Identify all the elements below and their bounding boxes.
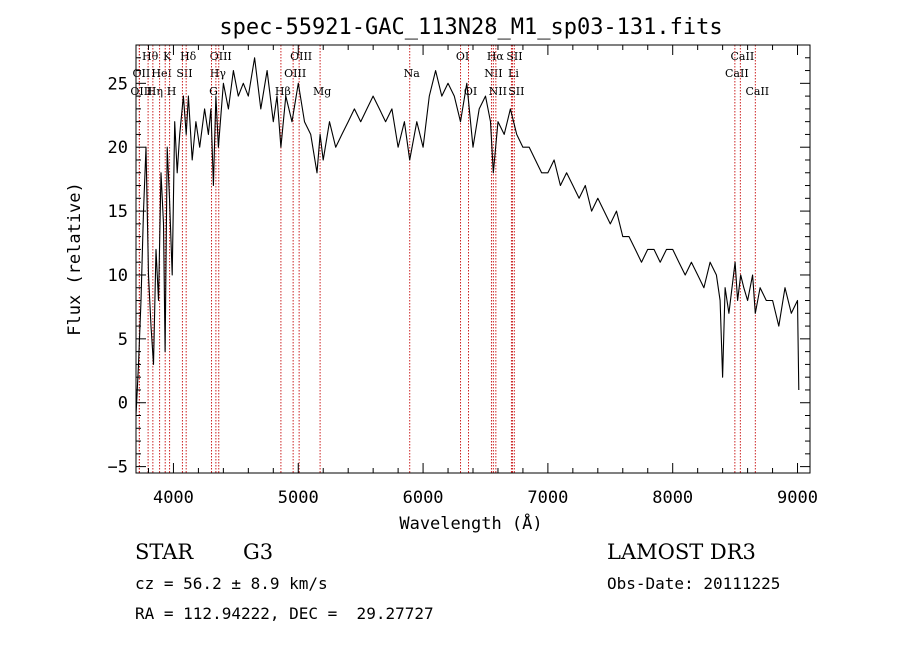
spectral-line-label: Na <box>404 67 421 80</box>
spectral-line-label: SII <box>508 85 524 98</box>
spectral-line-label: NII <box>489 85 507 98</box>
survey-name: LAMOST DR3 <box>607 540 756 564</box>
coordinates: RA = 112.94222, DEC = 29.27727 <box>135 604 434 623</box>
spectral-line-label: H <box>167 85 177 98</box>
spectral-line-label: OIII <box>210 50 232 63</box>
subclass: G3 <box>243 540 274 564</box>
y-axis-label: Flux (relative) <box>65 182 85 336</box>
y-tick-label: 5 <box>118 330 128 350</box>
x-tick-label: 4000 <box>153 488 194 508</box>
spectral-line-label: Hβ <box>275 85 291 98</box>
spectral-line-label: Mg <box>313 85 331 98</box>
spectral-line-label: Hγ <box>210 67 227 80</box>
y-tick-label: 0 <box>118 394 128 414</box>
object-type: STAR <box>135 540 194 564</box>
chart-title: spec-55921-GAC_113N28_M1_sp03-131.fits <box>219 15 722 40</box>
spectral-line-label: OI <box>456 50 469 63</box>
x-tick-label: 7000 <box>527 488 568 508</box>
y-tick-label: 15 <box>108 202 128 222</box>
spectral-line-label: Hθ <box>142 50 159 63</box>
spectral-line-label: OII <box>133 67 151 80</box>
redshift-velocity: cz = 56.2 ± 8.9 km/s <box>135 574 328 593</box>
x-axis-label: Wavelength (Å) <box>399 512 542 534</box>
spectral-line-label: NII <box>484 67 502 80</box>
spectral-line-label: CaII <box>745 85 769 98</box>
x-tick-label: 8000 <box>652 488 693 508</box>
spectral-line-label: SII <box>506 50 522 63</box>
spectral-line-label: OIII <box>290 50 312 63</box>
plot-frame <box>135 44 811 474</box>
spectral-line-label: SII <box>176 67 192 80</box>
x-tick-label: 6000 <box>403 488 444 508</box>
spectral-line-label: Li <box>508 67 519 80</box>
spectral-line-label: K <box>163 50 172 63</box>
spectral-line-label: HeI <box>151 67 171 80</box>
y-tick-label: 10 <box>108 266 128 286</box>
x-tick-label: 9000 <box>777 488 818 508</box>
spectral-line-label: CaII <box>731 50 755 63</box>
observation-date: Obs-Date: 20111225 <box>607 574 781 593</box>
y-tick-label: 20 <box>108 138 128 158</box>
flux-series-line <box>135 57 800 416</box>
spectral-line-label: Hα <box>487 50 505 63</box>
spectral-line-label: G <box>209 85 218 98</box>
y-tick-label: −5 <box>108 458 128 478</box>
spectral-line-label: CaII <box>725 67 749 80</box>
y-tick-label: 25 <box>108 74 128 94</box>
spectral-line-label: Hδ <box>180 50 197 63</box>
spectral-line-label: OIII <box>284 67 306 80</box>
spectral-line-label: Hη <box>147 85 163 98</box>
x-tick-label: 5000 <box>278 488 319 508</box>
